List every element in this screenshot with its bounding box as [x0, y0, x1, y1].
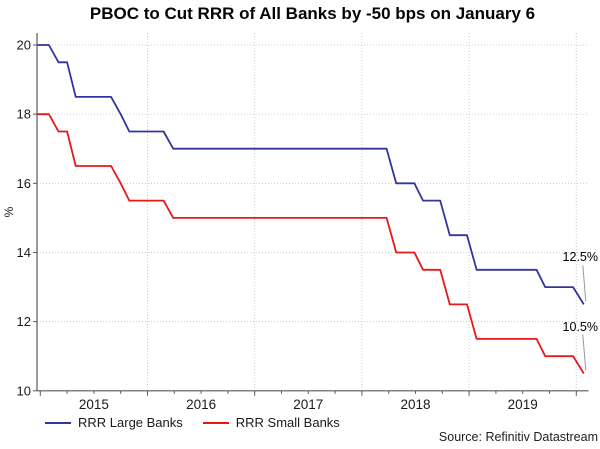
y-tick-label: 14: [17, 245, 31, 260]
y-tick-label: 20: [17, 38, 31, 53]
y-tick-label: 18: [17, 107, 31, 122]
annotation-leader-line: [582, 265, 587, 302]
x-tick-label: 2019: [508, 397, 538, 412]
x-tick-label: 2017: [293, 397, 323, 412]
x-tick-label: 2016: [186, 397, 216, 412]
legend-line-swatch-blue: [45, 421, 71, 424]
chart-legend: RRR Large Banks RRR Small Banks: [45, 415, 340, 430]
chart-title: PBOC to Cut RRR of All Banks by -50 bps …: [89, 4, 536, 23]
x-tick-label: 2018: [400, 397, 430, 412]
y-axis-unit-label: %: [2, 206, 16, 218]
x-tick-label: 2015: [79, 397, 109, 412]
series-line-large-banks: [37, 44, 585, 305]
annotation-large-banks-last-value: 12.5%: [562, 250, 598, 265]
legend-line-swatch-red: [202, 421, 229, 424]
annotation-small-banks-last-value: 10.5%: [562, 319, 598, 334]
legend-label-large-banks: RRR Large Banks: [78, 415, 183, 430]
legend-item-large-banks: RRR Large Banks: [45, 415, 183, 430]
legend-label-small-banks: RRR Small Banks: [235, 415, 340, 430]
y-tick-label: 16: [17, 176, 31, 191]
y-tick-label: 12: [17, 314, 31, 329]
y-tick-label: 10: [17, 383, 31, 398]
series-line-small-banks: [37, 113, 585, 374]
legend-item-small-banks: RRR Small Banks: [202, 415, 340, 430]
annotation-leader-line: [582, 334, 587, 371]
source-credit: Source: Refinitiv Datastream: [438, 430, 598, 444]
